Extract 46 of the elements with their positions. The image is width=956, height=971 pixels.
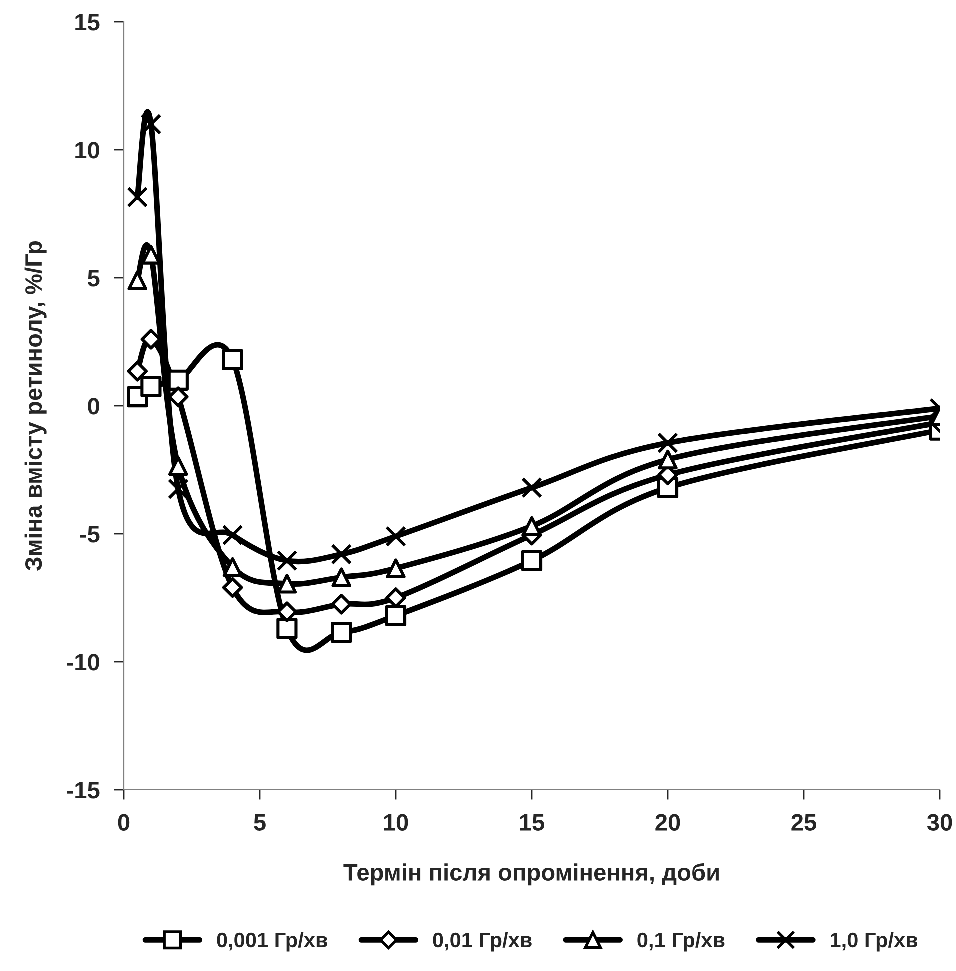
x-tick-label: 5	[254, 814, 266, 831]
point	[331, 594, 352, 615]
legend-label: 0,01 Гр/хв	[433, 932, 532, 952]
point	[222, 524, 244, 546]
point	[386, 588, 406, 608]
legend-label: 1,0 Гр/хв	[831, 932, 918, 952]
y-tick-label: 10	[76, 142, 100, 159]
y-axis-title: Зміна вмісту ретинолу, %/Гр	[24, 241, 47, 571]
point	[276, 618, 298, 640]
point	[128, 270, 148, 290]
x-tick-label: 0	[118, 814, 130, 831]
y-tick-label: -15	[67, 782, 100, 799]
x-axis-title: Термін після опромінення, доби	[344, 863, 719, 886]
point	[385, 605, 407, 626]
x-tick-label: 25	[792, 814, 816, 831]
y-tick-label: 15	[76, 14, 100, 31]
point	[386, 558, 406, 578]
point	[127, 186, 148, 208]
x-tick-label: 30	[927, 814, 952, 831]
point	[222, 349, 244, 370]
point	[331, 544, 352, 566]
point	[168, 456, 188, 476]
y-tick-label: -10	[67, 654, 100, 671]
point	[657, 432, 679, 454]
x-tick-label: 10	[384, 814, 408, 831]
legend-label: 0,001 Гр/хв	[217, 932, 328, 952]
point	[140, 114, 162, 135]
point	[276, 550, 298, 572]
point	[385, 526, 407, 548]
point	[331, 622, 352, 644]
point	[127, 361, 148, 382]
point	[522, 516, 542, 536]
point	[521, 550, 543, 572]
x-tick-label: 15	[520, 814, 544, 831]
y-tick-label: 5	[88, 270, 100, 287]
point	[521, 477, 543, 498]
point	[332, 568, 352, 588]
point	[658, 450, 678, 470]
legend-label: 0,1 Гр/хв	[638, 932, 725, 952]
point	[277, 574, 298, 594]
y-tick-label: 0	[88, 398, 100, 415]
y-tick-label: -5	[80, 526, 100, 543]
point	[168, 478, 189, 500]
point	[140, 376, 162, 398]
point	[222, 577, 244, 598]
x-tick-label: 20	[656, 814, 680, 831]
